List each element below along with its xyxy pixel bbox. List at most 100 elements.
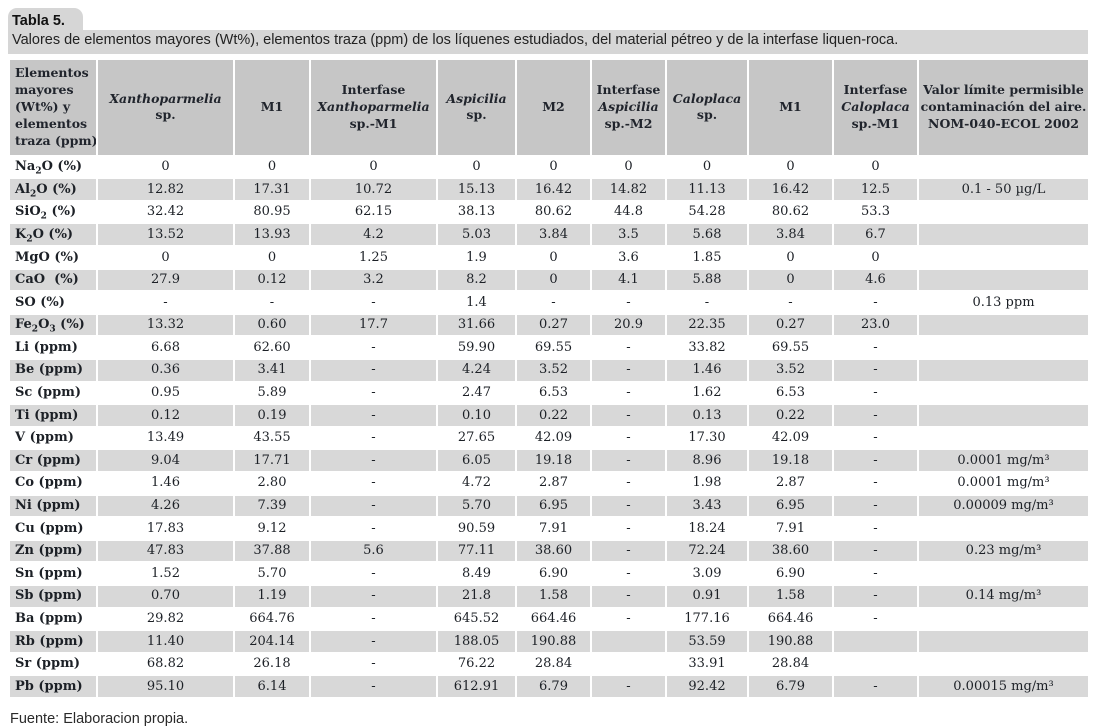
header-line: sp.	[466, 107, 487, 123]
header-line: sp.	[696, 107, 718, 123]
row-label: Sn (ppm)	[8, 561, 98, 586]
data-cell: 0	[747, 245, 834, 270]
table-header: Elementos mayores (Wt%) y elementos traza (p…	[8, 58, 1090, 157]
data-cell: 177.16	[665, 606, 749, 632]
data-cell: -	[832, 380, 919, 406]
data-cell: 0.12	[96, 403, 235, 428]
data-cell: 612.91	[436, 674, 517, 699]
data-cell	[917, 245, 1090, 270]
data-cell: 0.27	[747, 312, 834, 338]
data-cell: 0.14 mg/m³	[917, 583, 1090, 609]
data-cell: 72.24	[665, 538, 749, 564]
data-cell: 19.18	[747, 448, 834, 473]
data-cell: 6.95	[747, 493, 834, 519]
row-label: Ba (ppm)	[8, 606, 98, 632]
data-cell: 1.58	[747, 583, 834, 609]
data-cell: 0	[747, 154, 834, 180]
data-cell: 4.72	[436, 470, 517, 496]
data-cell	[917, 312, 1090, 338]
data-cell: -	[590, 606, 667, 632]
data-cell: 27.9	[96, 267, 235, 293]
data-cell: -	[309, 561, 438, 586]
header-line: M2	[542, 99, 565, 114]
data-cell: 16.42	[747, 177, 834, 202]
data-cell: 5.70	[436, 493, 517, 519]
data-cell: -	[590, 493, 667, 519]
column-header-aspicilia: Aspicilia sp.	[436, 58, 517, 157]
table-row: Pb (ppm) 95.10 6.14-612.91 6.79-92.42 6.79-0…	[8, 674, 1090, 699]
table-row: Sr (ppm) 68.82 26.18-76.22 28.84 33.91 28.84	[8, 651, 1090, 677]
data-cell: -	[832, 493, 919, 519]
header-line: M1	[779, 99, 802, 114]
data-cell: 1.98	[665, 470, 749, 496]
data-cell: 1.62	[665, 380, 749, 406]
data-cell: -	[590, 470, 667, 496]
data-cell: -	[309, 403, 438, 428]
header-row: Elementos mayores (Wt%) y elementos traza (p…	[8, 58, 1090, 157]
data-cell: 1.4	[436, 290, 517, 315]
row-label: Sr (ppm)	[8, 651, 98, 677]
data-cell: -	[309, 335, 438, 360]
data-cell: 0.22	[747, 403, 834, 428]
data-cell: 1.52	[96, 561, 235, 586]
data-cell: 0	[233, 245, 311, 270]
data-cell: 68.82	[96, 651, 235, 677]
data-cell	[917, 222, 1090, 247]
data-cell	[832, 651, 919, 677]
table-row: CaO (%) 27.9 0.12 3.2 8.2 0 4.1 5.88 0 4.6	[8, 267, 1090, 293]
data-cell: 6.90	[515, 561, 592, 586]
data-cell: 9.04	[96, 448, 235, 473]
data-cell	[917, 651, 1090, 677]
row-label: CaO (%)	[8, 267, 98, 293]
data-cell: 0.1 - 50 µg/L	[917, 177, 1090, 202]
data-cell: 6.53	[515, 380, 592, 406]
data-cell: 0	[436, 154, 517, 180]
data-cell: 0	[665, 154, 749, 180]
elements-data-table: Elementos mayores (Wt%) y elementos traza (p…	[8, 58, 1090, 699]
data-cell: 13.32	[96, 312, 235, 338]
data-cell: 69.55	[515, 335, 592, 360]
data-cell: 4.1	[590, 267, 667, 293]
data-cell: 6.90	[747, 561, 834, 586]
header-line: Interfase	[341, 82, 406, 98]
data-cell: -	[309, 380, 438, 406]
data-cell: 32.42	[96, 199, 235, 225]
data-cell: 0.27	[515, 312, 592, 338]
data-cell: -	[590, 290, 667, 315]
header-line: (Wt%) y	[15, 99, 71, 114]
table-row: V (ppm) 13.49 43.55-27.65 42.09-17.30 42.09-	[8, 425, 1090, 451]
data-cell: -	[832, 425, 919, 451]
data-cell: 3.52	[515, 357, 592, 383]
data-cell: 664.76	[233, 606, 311, 632]
data-cell: 2.87	[515, 470, 592, 496]
data-cell: 3.41	[233, 357, 311, 383]
data-cell: 7.39	[233, 493, 311, 519]
data-cell: 77.11	[436, 538, 517, 564]
data-cell: 18.24	[665, 516, 749, 541]
data-cell: 0	[233, 154, 311, 180]
column-header-interfase-caloplaca-m1: Interfase Caloplaca sp.-M1	[832, 58, 919, 157]
data-cell: 33.82	[665, 335, 749, 360]
header-line: sp.-M2	[604, 115, 653, 131]
header-line: Caloplaca	[841, 99, 910, 114]
table-title-text: Tabla 5.	[12, 13, 65, 29]
data-cell: 62.60	[233, 335, 311, 360]
data-cell	[917, 516, 1090, 541]
data-cell: 20.9	[590, 312, 667, 338]
data-cell: 0.60	[233, 312, 311, 338]
data-cell: 664.46	[747, 606, 834, 632]
data-cell: 0	[515, 245, 592, 270]
row-label: V (ppm)	[8, 425, 98, 451]
data-cell: -	[832, 357, 919, 383]
data-cell: 23.0	[832, 312, 919, 338]
source-note: Fuente: Elaboracion propia.	[10, 710, 189, 727]
data-cell: 6.79	[747, 674, 834, 699]
data-cell: 28.84	[515, 651, 592, 677]
data-cell: 4.26	[96, 493, 235, 519]
header-line: Xanthoparmelia	[109, 90, 222, 106]
data-cell: 204.14	[233, 629, 311, 654]
data-cell: -	[590, 583, 667, 609]
row-label: Cr (ppm)	[8, 448, 98, 473]
data-cell: -	[233, 290, 311, 315]
data-cell: 42.09	[747, 425, 834, 451]
